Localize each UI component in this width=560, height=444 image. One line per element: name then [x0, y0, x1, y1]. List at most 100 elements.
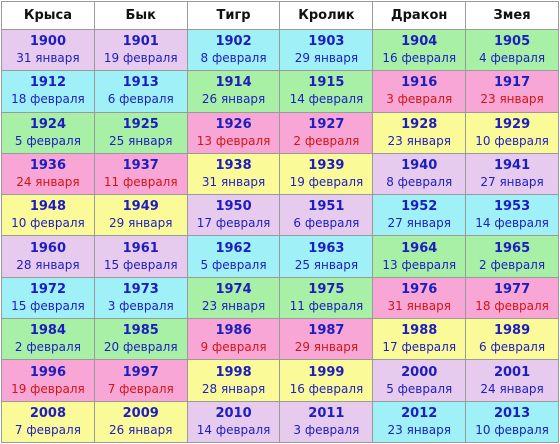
date-value: 23 января — [480, 92, 544, 107]
column-header-ox: Бык — [93, 1, 188, 30]
year-value: 1965 — [493, 240, 531, 256]
table-cell: 1924 5 февраля — [1, 111, 95, 154]
date-value: 29 января — [294, 340, 359, 355]
date-value: 28 января — [16, 257, 80, 272]
column-header-dragon: Дракон — [372, 1, 467, 30]
year-value: 1924 — [29, 116, 66, 132]
table-cell: 1902 8 февраля — [186, 28, 281, 72]
date-value: 25 января — [294, 257, 359, 272]
table-cell: 1903 29 января — [279, 28, 374, 72]
year-value: 2013 — [493, 405, 531, 421]
table-cell: 1999 16 февраля — [279, 359, 374, 402]
date-value: 8 февраля — [386, 175, 453, 190]
date-value: 11 февраля — [289, 298, 364, 313]
table-cell: 2013 10 февраля — [465, 400, 559, 444]
year-value: 2009 — [122, 405, 159, 421]
year-value: 1928 — [401, 116, 438, 132]
table-cell: 1998 28 января — [186, 359, 281, 402]
date-value: 14 февраля — [475, 216, 549, 231]
date-value: 4 февраля — [479, 51, 546, 66]
year-value: 1987 — [308, 323, 345, 339]
year-value: 1904 — [401, 34, 438, 50]
year-value: 1948 — [29, 199, 66, 215]
year-value: 1912 — [29, 75, 66, 91]
date-value: 7 февраля — [14, 422, 81, 437]
date-value: 5 февраля — [386, 381, 453, 396]
date-value: 24 января — [16, 175, 80, 190]
table-cell: 1985 20 февраля — [93, 318, 188, 361]
date-value: 25 января — [109, 133, 173, 148]
date-value: 18 февраля — [475, 298, 549, 313]
date-value: 2 февраля — [293, 133, 360, 148]
header-row: Крыса Бык Тигр Кролик Дракон Змея — [1, 1, 559, 30]
table-cell: 1917 23 января — [465, 70, 559, 113]
year-value: 1939 — [308, 158, 345, 174]
date-value: 16 февраля — [289, 381, 364, 396]
table-cell: 2000 5 февраля — [372, 359, 467, 402]
date-value: 29 января — [109, 216, 173, 231]
year-value: 1925 — [122, 116, 159, 132]
table-cell: 1938 31 января — [186, 152, 281, 196]
table-cell: 1963 25 января — [279, 235, 374, 278]
year-value: 2010 — [215, 405, 252, 421]
table-cell: 1936 24 января — [1, 152, 95, 196]
table-cell: 1925 25 января — [93, 111, 188, 154]
table-cell: 2010 14 февраля — [186, 400, 281, 444]
year-value: 1976 — [401, 281, 438, 297]
table-cell: 1927 2 февраля — [279, 111, 374, 154]
year-value: 1941 — [493, 158, 531, 174]
table-cell: 1940 8 февраля — [372, 152, 467, 196]
table-cell: 1974 23 января — [186, 276, 281, 320]
date-value: 13 февраля — [382, 257, 457, 272]
date-value: 14 февраля — [289, 92, 364, 107]
date-value: 16 февраля — [382, 51, 457, 66]
year-value: 1902 — [215, 34, 252, 50]
table-cell: 1996 19 февраля — [1, 359, 95, 402]
year-value: 1963 — [308, 240, 345, 256]
table-cell: 1952 27 января — [372, 194, 467, 237]
table-cell: 1987 29 января — [279, 318, 374, 361]
table-cell: 1916 3 февраля — [372, 70, 467, 113]
date-value: 26 января — [109, 422, 173, 437]
year-value: 1988 — [401, 323, 438, 339]
date-value: 7 февраля — [107, 381, 174, 396]
date-value: 23 января — [387, 133, 451, 148]
date-value: 29 января — [294, 51, 359, 66]
table-row: 1984 2 февраля 1985 20 февраля 1986 9 февраля… — [1, 318, 559, 361]
year-value: 1997 — [122, 364, 159, 380]
year-value: 1973 — [122, 281, 159, 297]
year-value: 1972 — [29, 281, 66, 297]
table-row: 1948 10 февраля 1949 29 января 1950 17 феврал… — [1, 194, 559, 237]
date-value: 31 января — [201, 175, 266, 190]
year-value: 1975 — [308, 281, 345, 297]
table-cell: 1915 14 февраля — [279, 70, 374, 113]
date-value: 6 февраля — [293, 216, 360, 231]
table-cell: 1912 18 февраля — [1, 70, 95, 113]
year-value: 1900 — [29, 34, 66, 50]
date-value: 6 февраля — [107, 92, 174, 107]
year-value: 1936 — [29, 158, 66, 174]
table-cell: 2011 3 февраля — [279, 400, 374, 444]
date-value: 15 февраля — [11, 298, 85, 313]
table-cell: 1953 14 февраля — [465, 194, 559, 237]
year-value: 1949 — [122, 199, 159, 215]
year-value: 1977 — [493, 281, 531, 297]
column-header-rat: Крыса — [1, 1, 95, 30]
date-value: 27 января — [387, 216, 451, 231]
table-cell: 1984 2 февраля — [1, 318, 95, 361]
date-value: 10 февраля — [11, 216, 85, 231]
table-row: 1972 15 февраля 1973 3 февраля 1974 23 января… — [1, 276, 559, 320]
year-value: 1903 — [308, 34, 345, 50]
date-value: 3 февраля — [386, 92, 453, 107]
date-value: 8 февраля — [200, 51, 267, 66]
date-value: 20 февраля — [103, 340, 178, 355]
date-value: 13 февраля — [196, 133, 271, 148]
date-value: 27 января — [480, 175, 544, 190]
table-cell: 1913 6 февраля — [93, 70, 188, 113]
year-value: 2000 — [401, 364, 438, 380]
year-value: 1986 — [215, 323, 252, 339]
date-value: 15 февраля — [103, 257, 178, 272]
table-cell: 1962 5 февраля — [186, 235, 281, 278]
table-cell: 1950 17 февраля — [186, 194, 281, 237]
table-cell: 2001 24 января — [465, 359, 559, 402]
